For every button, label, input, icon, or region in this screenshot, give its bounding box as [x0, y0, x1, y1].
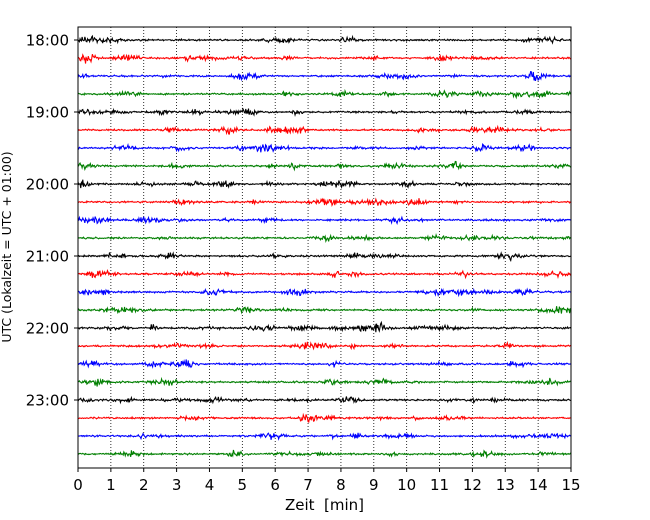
y-tick-label-2100: 21:00 [26, 248, 69, 266]
trace-1915 [77, 124, 572, 136]
y-tick-label-2200: 22:00 [26, 320, 69, 338]
x-tick-label-0: 0 [73, 476, 83, 494]
trace-2200 [77, 320, 572, 333]
trace-2330 [77, 432, 572, 441]
x-tick-label-8: 8 [336, 476, 346, 494]
y-tick-label-2300: 23:00 [26, 392, 69, 410]
x-axis-label: Zeit [min] [285, 496, 364, 514]
y-tick-label-1900: 19:00 [26, 104, 69, 122]
trace-2300 [77, 395, 572, 405]
x-tick-label-12: 12 [463, 476, 482, 494]
y-tick-label-1800: 18:00 [26, 32, 69, 50]
x-tick-label-3: 3 [172, 476, 182, 494]
x-tick-label-2: 2 [139, 476, 149, 494]
trace-2315 [77, 412, 572, 423]
trace-2345 [77, 449, 572, 459]
y-tick-label-2000: 20:00 [26, 176, 69, 194]
x-tick-label-11: 11 [430, 476, 449, 494]
x-tick-label-5: 5 [238, 476, 248, 494]
x-tick-label-6: 6 [270, 476, 280, 494]
x-tick-label-1: 1 [106, 476, 116, 494]
trace-2230 [77, 359, 572, 369]
x-tick-label-9: 9 [369, 476, 379, 494]
trace-2145 [77, 306, 572, 315]
trace-2045 [77, 233, 572, 243]
trace-1815 [77, 53, 572, 64]
x-tick-label-13: 13 [496, 476, 515, 494]
x-axis-ticks: 0 1 2 3 4 5 6 7 8 9 10 11 12 13 14 15 [73, 468, 581, 494]
x-tick-label-10: 10 [397, 476, 416, 494]
x-tick-label-15: 15 [561, 476, 580, 494]
trace-2030 [77, 215, 572, 225]
x-tick-label-7: 7 [303, 476, 313, 494]
trace-2130 [77, 287, 572, 298]
trace-2000 [77, 179, 572, 189]
trace-1900 [77, 107, 572, 118]
trace-1800 [77, 34, 572, 45]
plot-frame [77, 26, 572, 469]
trace-1930 [77, 142, 572, 153]
trace-1830 [77, 70, 572, 82]
x-tick-label-4: 4 [205, 476, 215, 494]
trace-2115 [77, 269, 572, 280]
trace-2015 [77, 197, 572, 207]
trace-1945 [77, 160, 572, 172]
trace-1845 [77, 88, 572, 100]
y-axis-label: UTC (Lokalzeit = UTC + 01:00) [0, 151, 14, 342]
trace-2245 [77, 376, 572, 387]
y-axis-ticks: 18:00 19:00 20:00 21:00 22:00 23:00 [26, 32, 78, 410]
trace-2100 [77, 251, 572, 262]
trace-2215 [77, 340, 572, 351]
x-tick-label-14: 14 [529, 476, 548, 494]
seismic-traces [77, 34, 572, 459]
